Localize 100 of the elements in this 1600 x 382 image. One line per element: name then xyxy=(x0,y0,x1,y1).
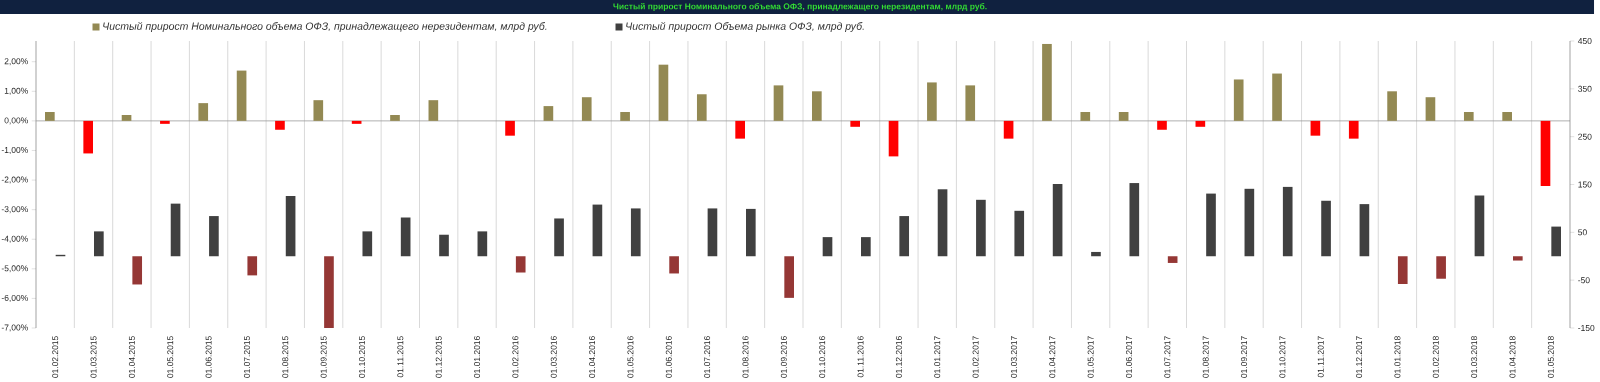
x-tick-label: 01.06.2016 xyxy=(665,336,672,378)
bar xyxy=(1397,256,1408,284)
bar xyxy=(1502,112,1512,121)
bar xyxy=(669,256,679,274)
bar xyxy=(362,231,373,257)
bar xyxy=(581,97,592,121)
bar xyxy=(94,231,104,257)
x-tick-label: 01.04.2017 xyxy=(1049,336,1056,378)
bar xyxy=(1436,256,1446,279)
bar xyxy=(1321,200,1331,257)
x-tick-label: 01.08.2016 xyxy=(742,336,749,378)
legend-label: Чистый прирост Объема рынка ОФЗ, млрд руб. xyxy=(626,22,864,32)
bar xyxy=(707,208,718,257)
y-tick-label: 1,00% xyxy=(4,87,28,95)
x-tick-label: 01.05.2017 xyxy=(1087,336,1094,378)
bar xyxy=(696,94,707,121)
bar xyxy=(439,234,449,257)
x-tick-label: 01.02.2017 xyxy=(972,336,979,378)
y-tick-label: -5,00% xyxy=(1,265,28,273)
bar xyxy=(735,120,745,139)
y2-tick-label: -50 xyxy=(1578,277,1590,284)
bar xyxy=(1244,188,1255,257)
bar xyxy=(198,103,209,121)
bar xyxy=(1348,120,1359,139)
bar xyxy=(1540,120,1551,186)
bar xyxy=(1003,120,1014,139)
bar xyxy=(83,120,94,154)
y-tick-label: -6,00% xyxy=(1,294,28,302)
legend-label: Чистый прирост Номинального объема ОФЗ, принадлежащего нерезидентам, млрд руб. xyxy=(103,22,547,32)
x-tick-label: 01.01.2017 xyxy=(934,336,941,378)
bar xyxy=(822,237,833,257)
x-tick-label: 01.08.2015 xyxy=(282,336,289,378)
bar xyxy=(1359,204,1370,257)
y2-tick-label: 450 xyxy=(1577,38,1592,44)
x-tick-label: 01.07.2015 xyxy=(243,336,250,378)
bar xyxy=(160,120,170,124)
bar xyxy=(850,120,861,127)
x-tick-label: 01.10.2017 xyxy=(1279,336,1286,378)
bar xyxy=(554,218,564,257)
x-tick-label: 01.04.2016 xyxy=(589,336,596,378)
bar xyxy=(1129,183,1140,257)
bar xyxy=(428,100,439,121)
bar xyxy=(390,114,400,121)
bar xyxy=(937,189,948,257)
bar xyxy=(1512,256,1523,261)
x-tick-label: 01.09.2015 xyxy=(320,336,327,378)
x-tick-label: 01.01.2018 xyxy=(1394,336,1401,378)
x-tick-label: 01.05.2016 xyxy=(627,336,634,378)
x-tick-label: 01.11.2017 xyxy=(1317,336,1324,378)
chart-title: Чистый прирост Номинального объема ОФЗ, принадлежащего нерезидентам, млрд руб. xyxy=(613,2,987,12)
x-tick-label: 01.06.2017 xyxy=(1125,336,1132,378)
bar xyxy=(976,199,986,257)
bar xyxy=(812,91,822,121)
bar xyxy=(1463,112,1474,121)
x-tick-label: 01.06.2015 xyxy=(205,336,212,378)
bar xyxy=(45,112,55,121)
x-tick-label: 01.12.2016 xyxy=(895,336,902,378)
x-tick-label: 01.02.2015 xyxy=(52,336,59,378)
x-tick-label: 01.10.2016 xyxy=(819,336,826,378)
bar xyxy=(324,256,334,328)
bar xyxy=(1551,226,1561,257)
bar xyxy=(543,106,554,121)
bar xyxy=(888,120,899,157)
x-tick-label: 01.04.2015 xyxy=(128,336,135,378)
bar xyxy=(477,231,488,257)
y-tick-label: -4,00% xyxy=(1,235,28,243)
bar xyxy=(1233,79,1244,121)
bar xyxy=(247,256,258,276)
x-tick-label: 01.11.2015 xyxy=(397,336,404,378)
x-tick-label: 01.07.2017 xyxy=(1164,336,1171,378)
y-tick-label: 0,00% xyxy=(4,117,28,125)
bar xyxy=(285,195,296,257)
bar xyxy=(1091,251,1101,257)
x-tick-label: 01.02.2018 xyxy=(1432,336,1439,378)
bar xyxy=(1282,186,1293,257)
x-tick-label: 01.03.2015 xyxy=(90,336,97,378)
y-tick-label: -3,00% xyxy=(1,206,28,214)
x-tick-label: 01.01.2016 xyxy=(474,336,481,378)
x-tick-label: 01.12.2015 xyxy=(435,336,442,378)
x-tick-label: 01.04.2018 xyxy=(1509,336,1516,378)
x-tick-label: 01.10.2015 xyxy=(358,336,365,378)
bar xyxy=(773,85,784,121)
bar xyxy=(1052,184,1063,257)
y2-tick-label: -150 xyxy=(1578,325,1595,331)
bar xyxy=(351,120,362,124)
y2-tick-label: 350 xyxy=(1578,85,1592,92)
bar xyxy=(1474,195,1485,257)
bar xyxy=(505,120,515,136)
y-tick-label: -7,00% xyxy=(1,324,28,332)
bar xyxy=(170,203,181,257)
bar xyxy=(121,114,132,121)
y2-tick-label: 250 xyxy=(1578,133,1592,140)
bar xyxy=(1080,112,1091,121)
x-tick-label: 01.09.2017 xyxy=(1241,336,1248,378)
x-tick-label: 01.05.2018 xyxy=(1547,336,1554,378)
y-tick-label: 2,00% xyxy=(4,58,28,66)
bar xyxy=(1206,193,1216,257)
bar xyxy=(1272,73,1282,121)
bar xyxy=(515,256,526,273)
bar xyxy=(620,112,630,121)
